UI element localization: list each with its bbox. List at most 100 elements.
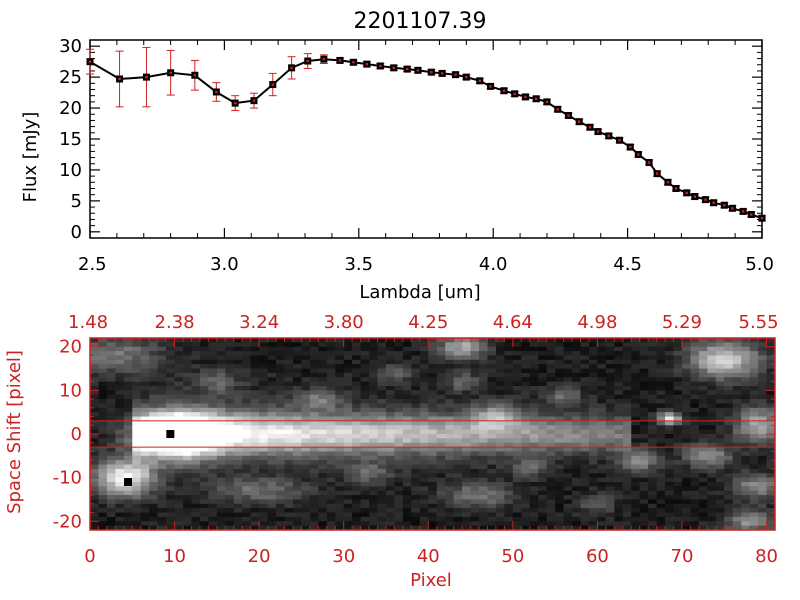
heatmap-cell — [208, 420, 218, 426]
heatmap-cell — [183, 508, 192, 513]
heatmap-cell — [487, 495, 497, 500]
heatmap-cell — [656, 503, 666, 509]
heatmap-cell — [673, 477, 683, 483]
heatmap-cell — [149, 429, 159, 435]
heatmap-cell — [377, 495, 387, 500]
heatmap-cell — [90, 503, 99, 509]
heatmap-cell — [732, 425, 742, 431]
heatmap-cell — [174, 460, 184, 465]
heatmap-cell — [462, 521, 471, 527]
heatmap-cell — [690, 503, 700, 509]
heatmap-cell — [538, 495, 548, 500]
heatmap-cell — [495, 412, 505, 417]
heatmap-cell — [479, 386, 488, 391]
heatmap-cell — [123, 490, 133, 496]
heatmap-cell — [123, 495, 133, 500]
heatmap-cell — [673, 482, 683, 487]
heatmap-cell — [605, 407, 615, 413]
heatmap-cell — [690, 394, 700, 400]
heatmap-cell — [538, 521, 548, 527]
heatmap-cell — [242, 386, 252, 391]
heatmap-cell — [157, 416, 167, 422]
heatmap-cell — [343, 512, 353, 518]
heatmap-cell — [555, 495, 564, 500]
heatmap-cell — [309, 429, 319, 435]
heatmap-cell — [453, 377, 463, 383]
heatmap-cell — [724, 403, 734, 409]
heatmap-cell — [259, 416, 268, 422]
heatmap-cell — [208, 342, 218, 348]
heatmap-cell — [758, 390, 767, 396]
heatmap-cell — [369, 508, 378, 513]
heatmap-cell — [546, 394, 556, 400]
heatmap-cell — [741, 434, 751, 439]
heatmap-cell — [140, 490, 150, 496]
heatmap-cell — [715, 368, 725, 374]
heatmap-cell — [318, 351, 328, 356]
heatmap-cell — [199, 468, 209, 474]
heatmap-cell — [343, 412, 353, 417]
heatmap-cell — [462, 420, 471, 426]
heatmap-cell — [555, 525, 564, 531]
heatmap-cell — [741, 490, 751, 496]
heatmap-cell — [343, 403, 353, 409]
heatmap-cell — [267, 416, 277, 422]
heatmap-cell — [259, 420, 268, 426]
heatmap-cell — [149, 416, 159, 422]
heatmap-cell — [132, 455, 142, 461]
heatmap-cell — [546, 351, 556, 356]
heatmap-cell — [292, 386, 302, 391]
heatmap-cell — [732, 338, 742, 343]
heatmap-cell — [377, 473, 387, 479]
heatmap-cell — [758, 464, 767, 470]
heatmap-cell — [352, 394, 362, 400]
heatmap-cell — [233, 355, 243, 361]
heatmap-cell — [605, 508, 615, 513]
heatmap-cell — [622, 351, 632, 356]
heatmap-cell — [250, 490, 260, 496]
heatmap-cell — [157, 368, 167, 374]
heatmap-cell — [462, 368, 471, 374]
heatmap-cell — [698, 377, 708, 383]
heatmap-cell — [335, 338, 345, 343]
heatmap-cell — [588, 359, 598, 365]
heatmap-cell — [639, 516, 649, 522]
heatmap-cell — [605, 486, 615, 492]
heatmap-cell — [318, 390, 328, 396]
heatmap-cell — [284, 486, 294, 492]
heatmap-cell — [563, 372, 573, 378]
heatmap-cell — [622, 455, 632, 461]
heatmap-cell — [411, 351, 421, 356]
heatmap-cell — [377, 420, 387, 426]
heatmap-cell — [132, 447, 142, 452]
heatmap-cell — [343, 420, 353, 426]
heatmap-cell — [529, 364, 539, 369]
heatmap-cell — [445, 386, 455, 391]
heatmap-cell — [445, 460, 455, 465]
heatmap-cell — [335, 468, 345, 474]
heatmap-cell — [555, 403, 564, 409]
heatmap-cell — [707, 425, 717, 431]
heatmap-cell — [174, 412, 184, 417]
heatmap-cell — [225, 451, 235, 457]
heatmap-cell — [284, 368, 294, 374]
heatmap-cell — [208, 464, 218, 470]
heatmap-cell — [377, 525, 387, 531]
heatmap-cell — [715, 425, 725, 431]
heatmap-cell — [605, 338, 615, 343]
heatmap-cell — [360, 420, 370, 426]
heatmap-cell — [715, 372, 725, 378]
heatmap-cell — [749, 468, 759, 474]
heatmap-cell — [690, 495, 700, 500]
heatmap-cell — [673, 390, 683, 396]
heatmap-cell — [166, 368, 175, 374]
heatmap-cell — [766, 407, 776, 413]
heatmap-cell — [394, 442, 404, 448]
heatmap-cell — [445, 390, 455, 396]
heatmap-cell — [597, 499, 607, 505]
heatmap-cell — [98, 416, 108, 422]
heatmap-cell — [90, 434, 99, 439]
heatmap-cell — [546, 434, 556, 439]
heatmap-cell — [276, 482, 285, 487]
heatmap-cell — [538, 482, 548, 487]
